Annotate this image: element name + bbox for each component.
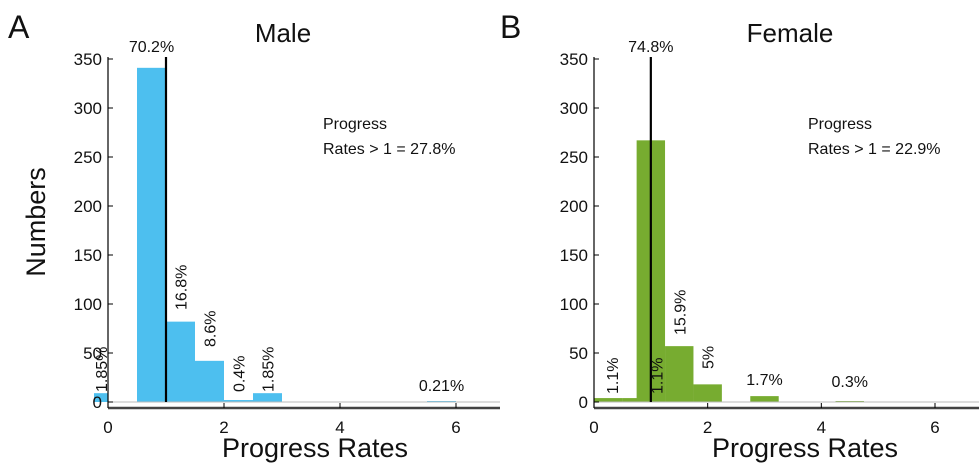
y-tick-label: 100	[560, 295, 588, 314]
y-tick-label: 300	[74, 99, 102, 118]
data-label: 1.1%	[605, 358, 622, 394]
data-label: 1.1%	[650, 358, 667, 394]
panel-female: B Female Progress Rates Progress Rates >…	[500, 9, 979, 463]
data-label: 1.7%	[746, 372, 782, 389]
y-axis-label: Numbers	[21, 167, 51, 277]
x-axis-label: Progress Rates	[712, 433, 898, 463]
x-tick-label: 4	[817, 418, 826, 437]
y-tick-label: 50	[83, 344, 102, 363]
y-tick-label: 0	[93, 393, 102, 412]
y-tick-label: 150	[560, 246, 588, 265]
y-tick-label: 0	[579, 393, 588, 412]
y-tick-label: 150	[74, 246, 102, 265]
y-tick-label: 300	[560, 99, 588, 118]
data-label: 0.3%	[832, 374, 868, 391]
x-tick-label: 0	[589, 418, 598, 437]
y-tick-label: 200	[560, 197, 588, 216]
panel-letter: B	[500, 9, 521, 45]
bar	[253, 393, 282, 402]
bar	[224, 400, 253, 402]
y-tick-label: 50	[569, 344, 588, 363]
x-axis-label: Progress Rates	[222, 433, 408, 463]
bar	[750, 396, 779, 402]
x-tick-label: 2	[219, 418, 228, 437]
y-tick-label: 100	[74, 295, 102, 314]
data-label: 15.9%	[672, 290, 689, 335]
data-label: 1.85%	[261, 347, 278, 392]
data-label: 70.2%	[129, 39, 174, 56]
x-tick-label: 6	[930, 418, 939, 437]
bar	[137, 67, 166, 402]
x-tick-label: 2	[703, 418, 712, 437]
bar	[594, 398, 623, 402]
annotation-line-1: Progress	[323, 116, 387, 133]
data-label: 0.4%	[232, 356, 249, 392]
y-tick-label: 250	[74, 148, 102, 167]
annotation-line-2: Rates > 1 = 27.8%	[323, 141, 456, 158]
bar	[195, 360, 224, 402]
y-tick-label: 200	[74, 197, 102, 216]
x-tick-label: 6	[451, 418, 460, 437]
data-label: 8.6%	[203, 311, 220, 347]
data-label: 16.8%	[174, 265, 191, 310]
bar	[693, 384, 722, 402]
panel-letter: A	[8, 9, 30, 45]
x-tick-label: 0	[103, 418, 112, 437]
data-label: 5%	[701, 346, 718, 369]
bar	[665, 346, 694, 402]
data-label: 0.21%	[419, 378, 464, 395]
chart-title: Male	[255, 18, 311, 48]
panel-male: A Male Numbers Progress Rates Progress R…	[8, 9, 500, 463]
bar	[94, 393, 108, 402]
annotation-line-1: Progress	[808, 116, 872, 133]
x-tick-label: 4	[335, 418, 344, 437]
bar	[166, 321, 195, 402]
y-tick-label: 350	[74, 50, 102, 69]
y-tick-label: 250	[560, 148, 588, 167]
chart-title: Female	[747, 18, 834, 48]
y-tick-label: 350	[560, 50, 588, 69]
data-label: 74.8%	[628, 39, 673, 56]
annotation-line-2: Rates > 1 = 22.9%	[808, 141, 941, 158]
data-label: 1.85%	[94, 347, 111, 392]
